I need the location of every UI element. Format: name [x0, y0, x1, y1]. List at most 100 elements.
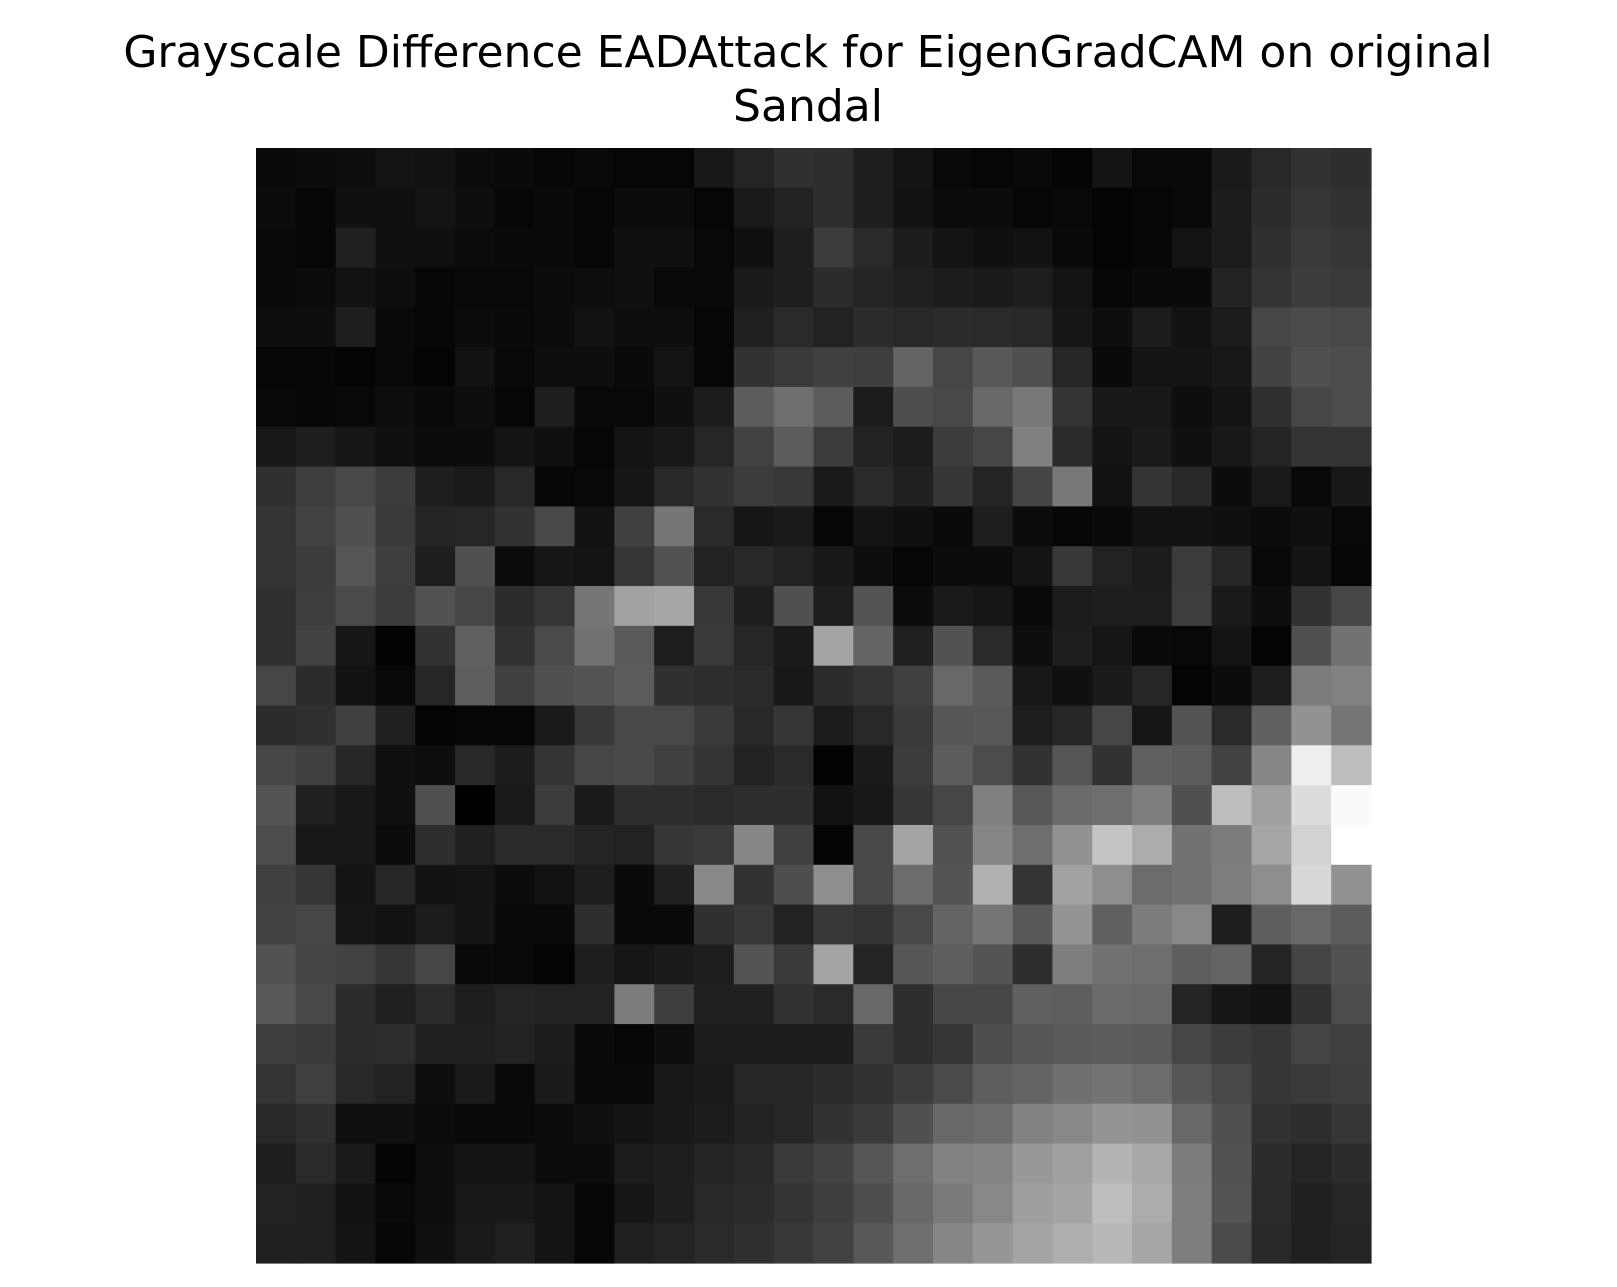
heatmap-cell [694, 904, 735, 946]
heatmap-cell [335, 785, 377, 826]
heatmap-cell [295, 1103, 337, 1145]
heatmap-cell [813, 1103, 854, 1145]
heatmap-cell [1171, 1143, 1213, 1184]
heatmap-cell [932, 625, 974, 667]
heatmap-cell [455, 307, 496, 348]
heatmap-cell [415, 1103, 456, 1145]
heatmap-cell [1331, 1103, 1372, 1145]
heatmap-cell [1251, 665, 1292, 707]
heatmap-cell [733, 1183, 775, 1224]
heatmap-cell [256, 745, 297, 786]
heatmap-cell [1211, 1223, 1253, 1264]
heatmap-cell [335, 1143, 377, 1184]
heatmap-cell [335, 824, 377, 866]
heatmap-cell [972, 586, 1014, 627]
heatmap-cell [335, 227, 377, 269]
heatmap-cell [1132, 187, 1173, 229]
heatmap-cell [1291, 307, 1332, 348]
heatmap-cell [375, 785, 416, 826]
heatmap-cell [335, 944, 377, 985]
heatmap-cell [1251, 267, 1292, 308]
heatmap-cell [1291, 1223, 1332, 1264]
heatmap-cell [1132, 466, 1173, 507]
heatmap-cell [1211, 227, 1253, 269]
heatmap-cell [654, 187, 695, 229]
heatmap-cell [375, 864, 416, 906]
heatmap-cell [1132, 1103, 1173, 1145]
heatmap-cell [256, 864, 297, 906]
heatmap-cell [455, 426, 496, 468]
heatmap-cell [694, 466, 735, 507]
heatmap-cell [733, 307, 775, 348]
heatmap-cell [733, 665, 775, 707]
heatmap-cell [494, 864, 536, 906]
heatmap-cell [295, 466, 337, 507]
heatmap-cell [932, 546, 974, 587]
heatmap-cell [813, 466, 854, 507]
heatmap-cell [893, 148, 934, 189]
heatmap-cell [375, 625, 416, 667]
heatmap-cell [335, 148, 377, 189]
heatmap-cell [1251, 1143, 1292, 1184]
heatmap-cell [972, 506, 1014, 547]
heatmap-cell [654, 1063, 695, 1105]
heatmap-cell [415, 1143, 456, 1184]
heatmap-cell [654, 824, 695, 866]
heatmap-cell [813, 586, 854, 627]
heatmap-cell [1092, 267, 1133, 308]
heatmap-cell [1211, 1063, 1253, 1105]
heatmap-cell [415, 307, 456, 348]
heatmap-cell [534, 426, 576, 468]
heatmap-cell [295, 506, 337, 547]
heatmap-cell [1132, 745, 1173, 786]
heatmap-cell [853, 904, 894, 946]
heatmap-cell [813, 506, 854, 547]
heatmap-cell [614, 267, 655, 308]
heatmap-cell [813, 745, 854, 786]
heatmap-cell [256, 944, 297, 985]
heatmap-cell [335, 267, 377, 308]
heatmap-cell [335, 1183, 377, 1224]
heatmap-cell [1052, 586, 1093, 627]
heatmap-cell [694, 546, 735, 587]
heatmap-cell [295, 307, 337, 348]
heatmap-cell [893, 665, 934, 707]
heatmap-cell [813, 148, 854, 189]
heatmap-cell [534, 506, 576, 547]
heatmap-cell [1132, 1063, 1173, 1105]
heatmap-cell [574, 944, 615, 985]
heatmap-cell [1092, 824, 1133, 866]
heatmap-cell [773, 665, 815, 707]
heatmap-cell [1132, 546, 1173, 587]
heatmap-cell [574, 586, 615, 627]
heatmap-cell [893, 1024, 934, 1065]
heatmap-cell [375, 267, 416, 308]
heatmap-cell [534, 745, 576, 786]
heatmap-cell [534, 307, 576, 348]
heatmap-cell [375, 944, 416, 985]
heatmap-cell [1331, 426, 1372, 468]
heatmap-cell [415, 864, 456, 906]
heatmap-cell [932, 187, 974, 229]
heatmap-cell [494, 705, 536, 746]
heatmap-cell [1092, 1143, 1133, 1184]
heatmap-cell [694, 1183, 735, 1224]
heatmap-cell [1291, 705, 1332, 746]
heatmap-cell [534, 785, 576, 826]
heatmap-cell [694, 1223, 735, 1264]
heatmap-cell [534, 665, 576, 707]
heatmap-cell [494, 426, 536, 468]
heatmap-cell [1171, 665, 1213, 707]
heatmap-cell [455, 1143, 496, 1184]
heatmap-cell [853, 148, 894, 189]
heatmap-cell [256, 1103, 297, 1145]
heatmap-cell [256, 386, 297, 428]
heatmap-cell [1132, 1024, 1173, 1065]
heatmap-cell [455, 1183, 496, 1224]
heatmap-cell [574, 546, 615, 587]
heatmap-cell [654, 1024, 695, 1065]
heatmap-cell [614, 546, 655, 587]
heatmap-cell [1251, 904, 1292, 946]
heatmap-cell [534, 187, 576, 229]
heatmap-cell [335, 1223, 377, 1264]
